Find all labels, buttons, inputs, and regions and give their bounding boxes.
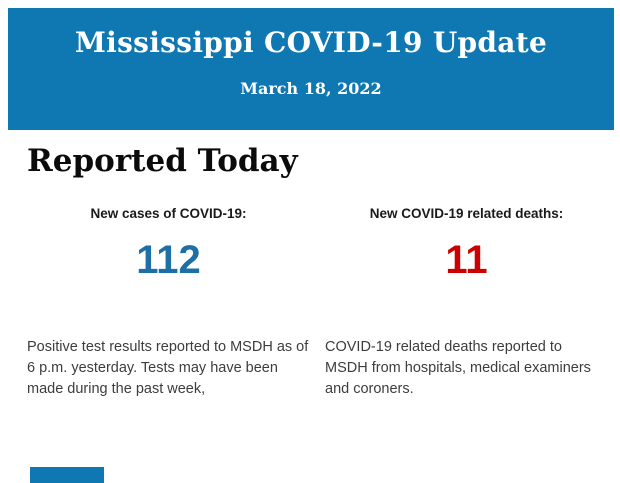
new-deaths-column: New COVID-19 related deaths: 11 COVID-19…	[325, 206, 608, 400]
new-deaths-value: 11	[445, 238, 488, 282]
new-cases-value: 112	[136, 238, 201, 282]
new-deaths-description: COVID-19 related deaths reported to MSDH…	[325, 339, 591, 397]
new-deaths-label: New COVID-19 related deaths:	[369, 206, 564, 221]
section-heading: Reported Today	[27, 143, 298, 179]
stats-columns: New cases of COVID-19: 112 Positive test…	[27, 206, 608, 400]
page-title: Mississippi COVID-19 Update	[74, 26, 548, 59]
header-banner: Mississippi COVID-19 Update March 18, 20…	[8, 8, 614, 130]
new-cases-description: Positive test results reported to MSDH a…	[27, 339, 309, 397]
new-cases-column: New cases of COVID-19: 112 Positive test…	[27, 206, 310, 400]
report-date: March 18, 2022	[240, 79, 382, 98]
next-section-banner-partial	[30, 467, 104, 483]
new-cases-label: New cases of COVID-19:	[90, 206, 247, 221]
